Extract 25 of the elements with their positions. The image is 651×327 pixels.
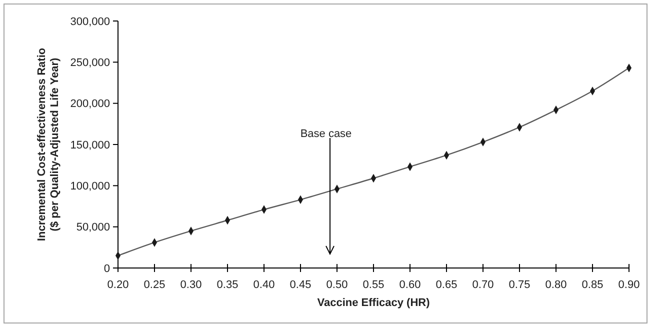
x-tick-label: 0.90 bbox=[618, 279, 640, 291]
x-tick-label: 0.60 bbox=[399, 279, 421, 291]
annotation: Base case bbox=[300, 128, 352, 140]
x-tick-label: 0.35 bbox=[216, 279, 238, 291]
x-tick-label: 0.50 bbox=[326, 279, 348, 291]
x-tick-label: 0.45 bbox=[290, 279, 312, 291]
x-tick-label: 0.20 bbox=[107, 279, 129, 291]
y-tick-label: 250,000 bbox=[70, 57, 110, 70]
x-tick-label: 0.55 bbox=[362, 279, 384, 291]
y-tick-label: 150,000 bbox=[70, 139, 110, 152]
x-tick-label: 0.30 bbox=[180, 279, 202, 291]
x-tick-label: 0.65 bbox=[436, 279, 458, 291]
y-tick-label: 0 bbox=[104, 262, 110, 275]
x-tick-label: 0.25 bbox=[144, 279, 166, 291]
y-axis-title: Incremental Cost-effectiveness Ratio ($ per Quality-Adjusted Life Year) bbox=[36, 48, 61, 242]
y-tick-label: 100,000 bbox=[70, 180, 110, 193]
x-tick-label: 0.75 bbox=[508, 279, 530, 291]
y-tick-label: 50,000 bbox=[76, 222, 110, 234]
x-tick-label: 0.85 bbox=[582, 279, 604, 291]
x-tick-label: 0.70 bbox=[472, 279, 494, 291]
x-axis-title: Vaccine Efficacy (HR) bbox=[317, 297, 430, 309]
y-tick-label: 300,000 bbox=[70, 16, 110, 28]
y-tick-label: 200,000 bbox=[70, 98, 110, 110]
x-tick-label: 0.80 bbox=[545, 279, 567, 291]
x-tick-label: 0.40 bbox=[253, 279, 275, 291]
